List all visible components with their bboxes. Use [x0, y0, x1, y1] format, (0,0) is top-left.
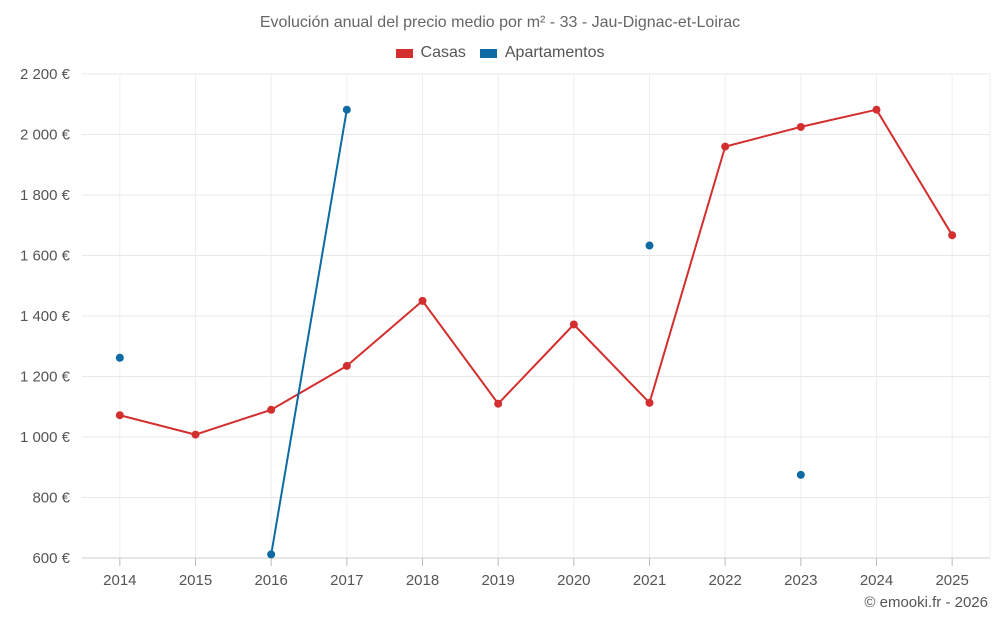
legend-swatch-casas — [395, 48, 413, 58]
x-tick-label: 2020 — [557, 572, 590, 589]
x-tick-label: 2017 — [330, 572, 363, 589]
legend: Casas Apartamentos — [0, 44, 1000, 62]
x-tick-label: 2019 — [481, 572, 514, 589]
data-point-casas — [115, 411, 124, 420]
data-point-casas — [418, 296, 427, 305]
legend-swatch-apartamentos — [479, 48, 497, 58]
credit-text: © emooki.fr - 2026 — [864, 594, 988, 611]
x-tick-label: 2021 — [633, 572, 666, 589]
x-tick-label: 2025 — [935, 572, 968, 589]
x-tick-label: 2014 — [103, 572, 136, 589]
x-tick-label: 2016 — [254, 572, 287, 589]
y-tick-label: 1 000 € — [20, 429, 71, 446]
data-point-casas — [721, 142, 730, 151]
data-point-apartamentos — [796, 470, 805, 479]
x-tick-label: 2018 — [406, 572, 439, 589]
data-point-casas — [645, 398, 654, 407]
series-line-casas — [119, 108, 954, 436]
data-point-casas — [796, 122, 805, 131]
y-tick-label: 800 € — [32, 490, 70, 507]
data-point-casas — [191, 430, 200, 439]
data-point-apartamentos — [267, 550, 276, 559]
legend-label-apartamentos: Apartamentos — [504, 44, 605, 61]
series-line-apartamentos — [270, 109, 348, 555]
x-tick-label: 2015 — [179, 572, 212, 589]
x-tick-label: 2024 — [860, 572, 893, 589]
y-tick-label: 1 600 € — [20, 248, 71, 265]
data-point-casas — [948, 231, 957, 240]
data-point-casas — [267, 405, 276, 414]
data-point-casas — [569, 320, 578, 329]
chart-title: Evolución anual del precio medio por m² … — [259, 14, 741, 31]
x-tick-label: 2022 — [708, 572, 741, 589]
data-point-casas — [494, 399, 503, 408]
data-point-casas — [872, 105, 881, 114]
legend-item-apartamentos[interactable]: Apartamentos — [479, 44, 605, 62]
y-tick-label: 600 € — [32, 550, 70, 567]
data-point-apartamentos — [342, 105, 351, 114]
data-point-apartamentos — [645, 241, 654, 250]
data-point-casas — [342, 361, 351, 370]
x-tick-label: 2023 — [784, 572, 817, 589]
y-tick-label: 2 000 € — [20, 127, 71, 144]
y-tick-label: 1 200 € — [20, 369, 71, 386]
y-tick-label: 1 400 € — [20, 308, 71, 325]
legend-label-casas: Casas — [420, 44, 466, 61]
y-tick-label: 2 200 € — [20, 66, 71, 83]
y-tick-label: 1 800 € — [20, 187, 71, 204]
data-point-apartamentos — [115, 353, 124, 362]
legend-item-casas[interactable]: Casas — [395, 44, 466, 62]
